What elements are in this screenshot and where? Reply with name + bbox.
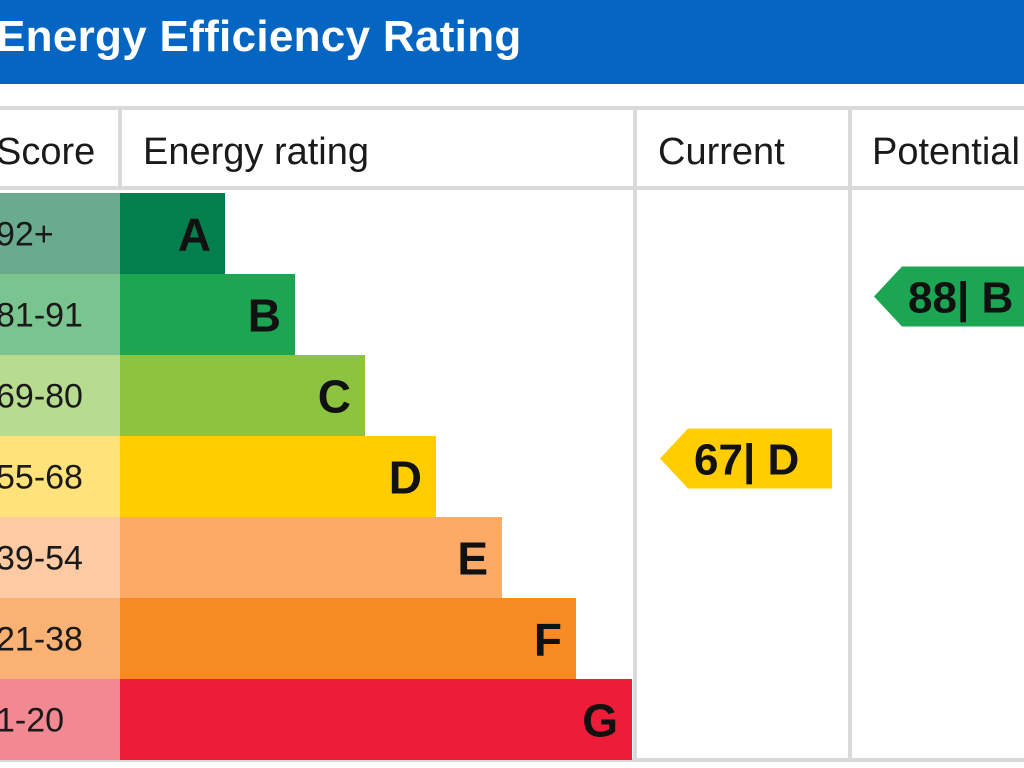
score-label-a: 92+ <box>0 216 54 254</box>
score-cell-f <box>0 598 120 679</box>
score-label-f: 21-38 <box>0 621 83 659</box>
score-cell-c <box>0 355 120 436</box>
band-bar-d <box>120 436 436 517</box>
header-potential: Potential <box>872 131 1020 173</box>
score-cell-a <box>0 193 120 274</box>
band-letter-f: F <box>534 614 562 666</box>
band-bar-b <box>120 274 295 355</box>
score-label-b: 81-91 <box>0 297 83 335</box>
score-cell-b <box>0 274 120 355</box>
band-bar-g <box>120 679 632 760</box>
current-rating-flag: 67| D <box>660 428 832 489</box>
current-rating-flag-shape <box>660 428 832 489</box>
score-label-e: 39-54 <box>0 540 83 578</box>
band-letter-e: E <box>457 533 488 585</box>
potential-rating-flag-shape <box>874 266 1024 327</box>
band-letter-b: B <box>248 290 281 342</box>
band-bar-a <box>120 193 225 274</box>
score-label-g: 1-20 <box>0 702 64 740</box>
header-energy-rating: Energy rating <box>143 131 369 173</box>
band-letter-a: A <box>178 209 211 261</box>
band-letter-c: C <box>318 371 351 423</box>
potential-rating-flag: 88| B <box>874 266 1024 327</box>
band-letter-g: G <box>582 695 618 747</box>
score-cell-d <box>0 436 120 517</box>
chart-title: Energy Efficiency Rating <box>0 12 522 61</box>
score-cell-g <box>0 679 120 760</box>
score-label-c: 69-80 <box>0 378 83 416</box>
band-bar-f <box>120 598 576 679</box>
band-letter-d: D <box>389 452 422 504</box>
header-score: Score <box>0 131 95 173</box>
current-rating-flag-label: 67| D <box>694 436 799 486</box>
rating-bands: 92+ A 81-91 B 69-80 C 55-68 D 39-54 E 21-38 F 1-20 G <box>0 193 632 760</box>
band-bar-c <box>120 355 365 436</box>
band-bar-e <box>120 517 502 598</box>
title-bar: Energy Efficiency Rating <box>0 0 1024 84</box>
header-current: Current <box>658 131 785 173</box>
score-cell-e <box>0 517 120 598</box>
potential-rating-flag-label: 88| B <box>908 274 1013 324</box>
score-label-d: 55-68 <box>0 459 83 497</box>
rating-flags: 67| D 88| B <box>660 266 1024 489</box>
